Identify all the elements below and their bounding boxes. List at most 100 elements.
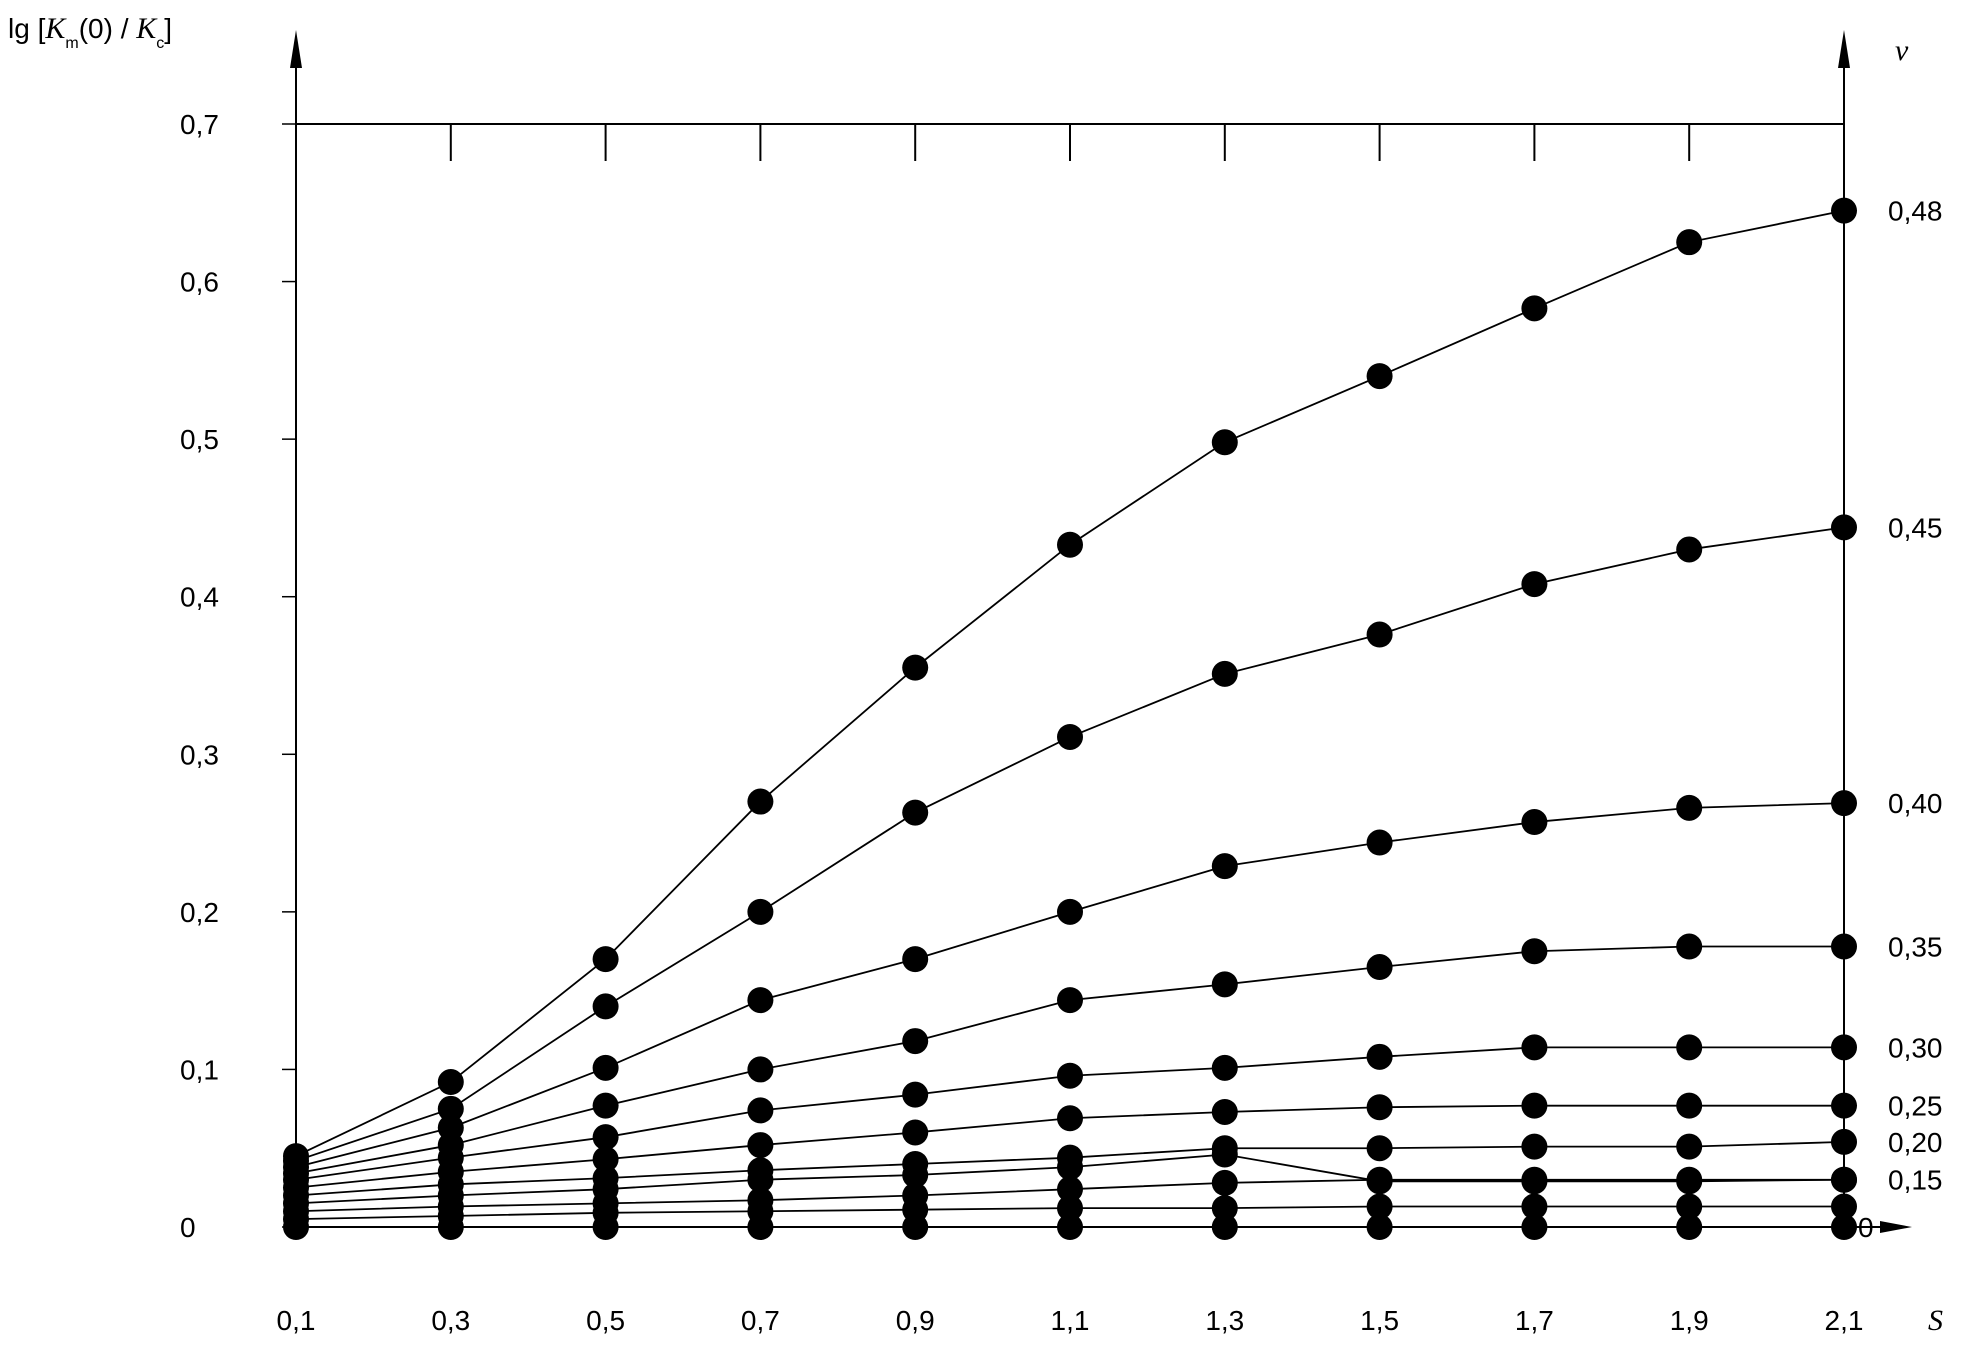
data-point: [902, 654, 929, 681]
x-tick-label: 1,3: [1205, 1305, 1244, 1336]
y-tick-label: 0: [180, 1212, 196, 1243]
x-tick-label: 0,9: [896, 1305, 935, 1336]
data-point: [1521, 1133, 1548, 1160]
data-point: [1676, 536, 1703, 563]
data-point: [592, 1214, 619, 1240]
y-axis-title: lg [Km(0) / Kc]: [8, 12, 172, 52]
data-point: [283, 1214, 309, 1240]
x-axis-title: S: [1928, 1304, 1943, 1337]
y-tick-label: 0,6: [180, 267, 219, 298]
data-point: [747, 1166, 774, 1193]
data-point: [1676, 1214, 1703, 1240]
series-line: [295, 945, 1844, 1175]
data-point: [1211, 971, 1238, 998]
data-point: [1831, 1128, 1857, 1155]
series-line: [295, 209, 1845, 1157]
x-tick-label: 2,1: [1825, 1305, 1864, 1336]
data-point: [1366, 954, 1393, 981]
data-point: [1521, 1193, 1548, 1220]
data-point: [1057, 1214, 1083, 1240]
data-point: [1831, 514, 1857, 541]
data-point: [902, 799, 929, 826]
y-axis-left-arrow: [290, 30, 302, 68]
y-tick-label: 0,7: [180, 109, 219, 140]
data-point: [1676, 794, 1703, 821]
data-point: [1366, 363, 1393, 390]
data-point: [747, 1097, 774, 1124]
series-label: 0,30: [1888, 1032, 1943, 1063]
series-label: 0: [1858, 1212, 1874, 1243]
series-label: 0,48: [1888, 196, 1943, 227]
data-point: [1211, 853, 1238, 880]
data-point: [1211, 429, 1238, 456]
y-axis-right-arrow: [1838, 30, 1850, 68]
data-point: [747, 898, 774, 925]
x-tick-label: 0,7: [741, 1305, 780, 1336]
data-point: [1366, 1043, 1393, 1070]
x-tick-label: 1,9: [1670, 1305, 1709, 1336]
data-point: [1057, 1154, 1083, 1181]
data-point: [1831, 933, 1857, 960]
right-axis-title: ν: [1895, 34, 1909, 67]
data-point: [902, 1162, 929, 1189]
data-point: [1521, 1034, 1548, 1061]
data-point: [1366, 1135, 1393, 1162]
x-tick-label: 1,5: [1360, 1305, 1399, 1336]
data-point: [902, 1214, 929, 1240]
data-point: [592, 1146, 619, 1173]
data-point: [1057, 898, 1083, 925]
data-point: [1831, 1034, 1857, 1061]
data-point: [592, 993, 619, 1020]
data-point: [1211, 1214, 1238, 1240]
data-point: [902, 1119, 929, 1146]
data-point: [902, 1028, 929, 1055]
data-point: [1211, 1195, 1238, 1222]
data-point: [1521, 1214, 1548, 1240]
data-point: [592, 1092, 619, 1119]
labels-group: 0,48 0,45 0,40 0,35 0,30 0,25 0,20 0,15 0: [1858, 196, 1943, 1243]
data-point: [1057, 723, 1083, 750]
data-point: [747, 788, 774, 815]
data-point: [1211, 1141, 1238, 1168]
y-tick-label: 0,5: [180, 424, 219, 455]
data-point: [747, 1132, 774, 1159]
series-group: [283, 197, 1857, 1240]
data-point: [437, 1069, 464, 1096]
data-point: [1366, 1094, 1393, 1121]
data-point: [1057, 1062, 1083, 1089]
y-tick-label: 0,1: [180, 1054, 219, 1085]
y-tick-label: 0,2: [180, 897, 219, 928]
data-point: [592, 1124, 619, 1151]
data-point: [1057, 531, 1083, 558]
data-point: [1211, 1054, 1238, 1081]
data-point: [592, 1054, 619, 1081]
data-point: [1521, 1166, 1548, 1193]
data-point: [1211, 660, 1238, 687]
data-point: [1521, 809, 1548, 836]
data-point: [902, 946, 929, 973]
data-point: [1521, 1092, 1548, 1119]
data-point: [1211, 1098, 1238, 1125]
x-tick-label: 1,7: [1515, 1305, 1554, 1336]
data-point: [747, 1214, 774, 1240]
data-point: [1366, 1193, 1393, 1220]
data-point: [1211, 1169, 1238, 1196]
series-label: 0,35: [1888, 932, 1943, 963]
data-point: [1831, 1092, 1857, 1119]
data-point: [1057, 1176, 1083, 1203]
series-label: 0,15: [1888, 1165, 1943, 1196]
y-tick-label: 0,3: [180, 739, 219, 770]
series-label: 0,45: [1888, 512, 1943, 543]
data-point: [1366, 1166, 1393, 1193]
x-tick-label: 1,1: [1051, 1305, 1090, 1336]
data-point: [1366, 621, 1393, 648]
data-point: [1676, 1133, 1703, 1160]
data-point: [1831, 790, 1857, 817]
data-point: [902, 1081, 929, 1108]
series-label: 0,20: [1888, 1127, 1943, 1158]
data-point: [1676, 933, 1703, 960]
x-tick-label: 0,3: [431, 1305, 470, 1336]
x-tick-label: 0,1: [277, 1305, 316, 1336]
data-point: [1057, 987, 1083, 1014]
